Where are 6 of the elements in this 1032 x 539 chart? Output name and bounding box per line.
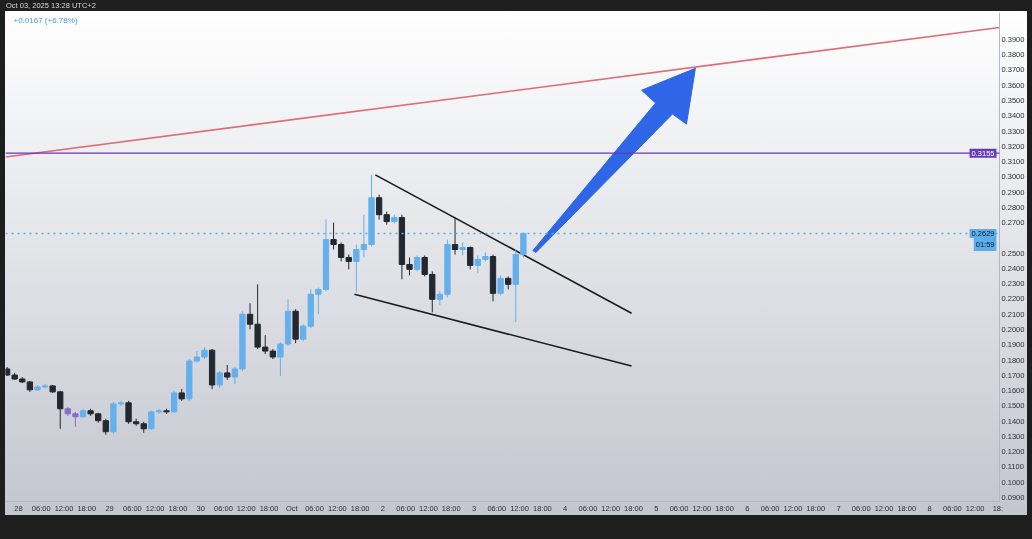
candlestick [170, 390, 178, 414]
chart-subtitle: +0.0167 (+6.78%) [13, 15, 78, 25]
candlestick [497, 274, 504, 296]
candlestick [451, 217, 459, 256]
candlestick [467, 245, 474, 270]
candlestick [375, 194, 383, 221]
